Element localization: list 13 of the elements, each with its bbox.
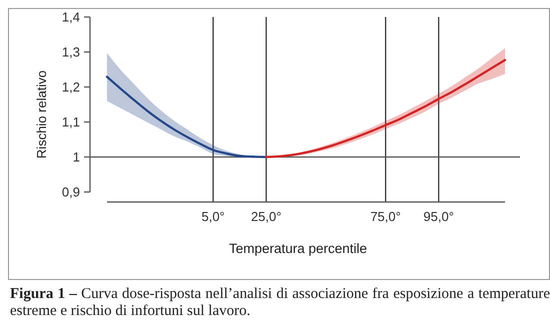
x-axis-title: Temperatura percentile — [228, 241, 368, 256]
y-tick-label: 1 — [72, 150, 80, 165]
y-tick-label: 1,2 — [62, 80, 80, 95]
x-tick-label: 25,0° — [250, 209, 282, 224]
y-axis-title: Rischio relativo — [34, 70, 49, 159]
y-tick-label: 1,1 — [62, 114, 80, 130]
text: Figura 1 – — [10, 286, 77, 302]
x-tick-label: 75,0° — [370, 209, 401, 224]
y-tick-label: 1,3 — [62, 44, 80, 60]
x-tick-label: 95,0° — [423, 209, 454, 224]
x-tick-label: 5,0° — [201, 209, 225, 224]
y-tick-label: 0,9 — [62, 184, 80, 200]
y-tick-label: 1,4 — [62, 10, 80, 25]
